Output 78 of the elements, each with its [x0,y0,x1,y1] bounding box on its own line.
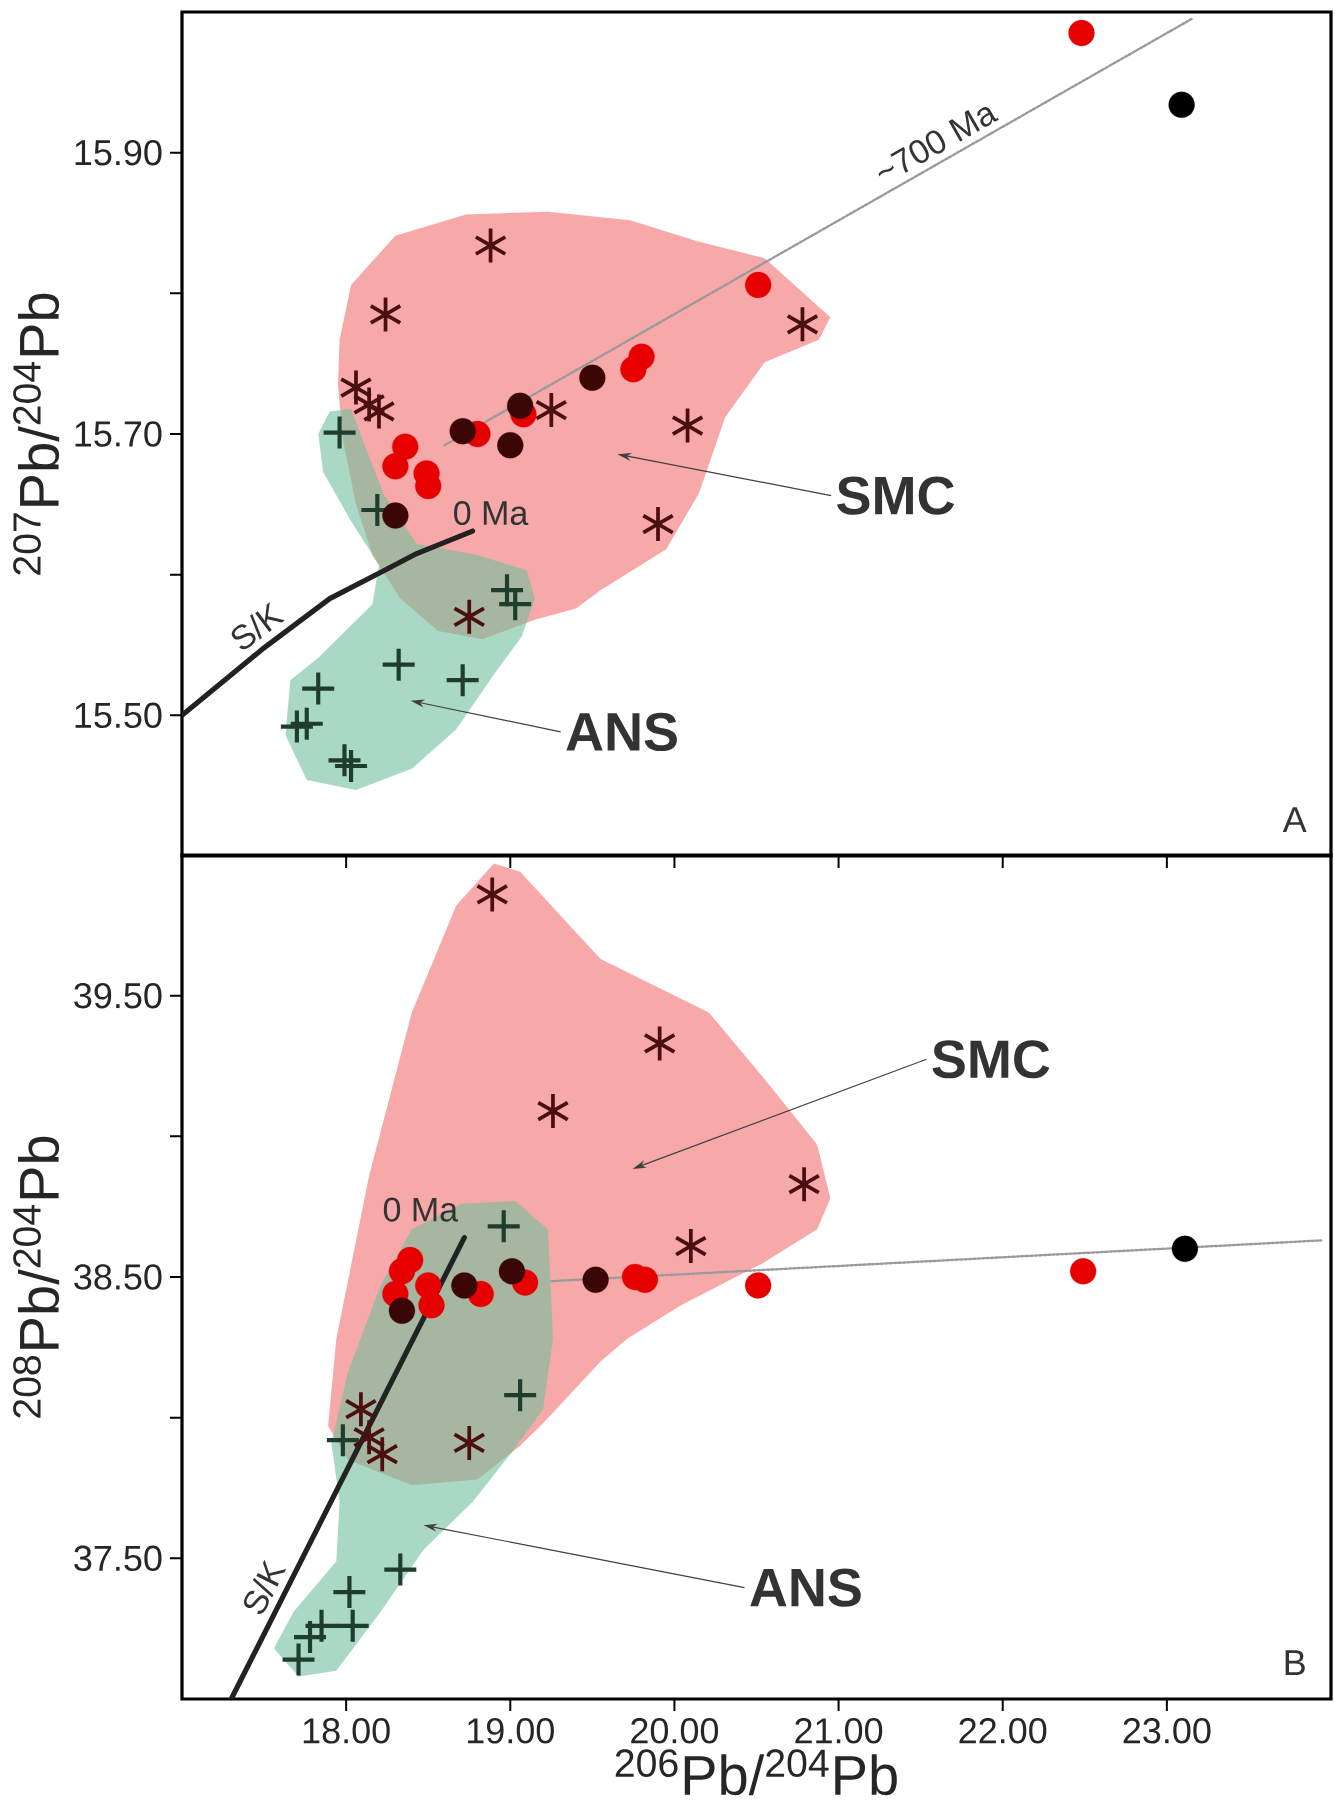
text: S/K [244,1559,287,1614]
point [345,1392,377,1427]
y-tick-label: 15.50 [75,702,162,729]
point [628,343,655,370]
point [487,1210,520,1243]
point [382,453,409,480]
point [446,664,479,697]
point [504,1379,537,1412]
point [745,271,772,299]
point [1068,19,1095,47]
x-tick-label: 18.00 [303,1718,390,1744]
point [335,749,368,782]
x-tick-label: 23.00 [1123,1718,1211,1744]
point [745,1272,772,1299]
point [336,1609,369,1642]
point [453,599,485,634]
point [675,1229,707,1264]
y-axis-title: $^{207}$Pb/$^{204}$Pb [13,293,60,575]
annotation: B [1285,1650,1305,1676]
text: S/K [231,602,285,650]
point [382,648,415,681]
point [388,1297,416,1324]
point [476,877,508,912]
point [353,1420,385,1455]
point [497,432,524,459]
x-tick-label: 21.00 [795,1718,883,1744]
point [582,1266,609,1293]
point [323,416,356,449]
x-tick-label: 20.00 [631,1718,719,1744]
annotation: SMC [932,1040,1050,1079]
point [392,433,419,460]
point [282,1643,315,1676]
point [579,364,606,391]
annotation: SMC [837,476,955,515]
annotation: A [1282,807,1307,833]
point [294,1621,327,1654]
point [788,1167,820,1202]
point [507,392,534,419]
point [786,307,819,342]
point [642,507,674,542]
x-axis-title: $^{206}$Pb/$^{204}$Pb [615,1749,897,1796]
point [449,418,476,445]
point [384,1553,417,1586]
point [1168,91,1195,118]
point [340,370,372,405]
y-tick-label: 38.50 [74,1264,162,1290]
x-tick-label: 19.00 [467,1718,554,1744]
point [290,707,323,740]
point [388,1258,416,1285]
point [382,502,409,529]
point [418,1292,445,1319]
annotation: 0 Ma [454,501,529,526]
point [644,1026,676,1061]
y-tick-label: 39.50 [74,982,162,1009]
y-tick-label: 15.90 [75,139,162,166]
point [363,394,395,429]
annotation: ANS [750,1568,861,1607]
point [333,1576,366,1609]
annotation: 0 Ma [383,1197,459,1222]
point [369,297,402,332]
point [302,672,335,705]
point [537,1094,569,1129]
point [535,393,567,428]
y-tick-label: 37.50 [74,1545,162,1572]
y-axis-title: $^{208}$Pb/$^{204}$Pb [13,1136,60,1418]
x-tick-label: 22.00 [959,1718,1047,1744]
point [1070,1258,1097,1285]
point [671,408,704,443]
point [474,228,507,263]
point [366,1437,398,1472]
text: ~700 Ma [878,107,999,177]
y-tick-label: 15.70 [75,421,162,447]
point [1171,1235,1199,1262]
point [326,1424,359,1457]
point [498,1258,526,1285]
point [453,1425,485,1460]
point [451,1272,478,1299]
annotation: ANS [566,712,677,752]
